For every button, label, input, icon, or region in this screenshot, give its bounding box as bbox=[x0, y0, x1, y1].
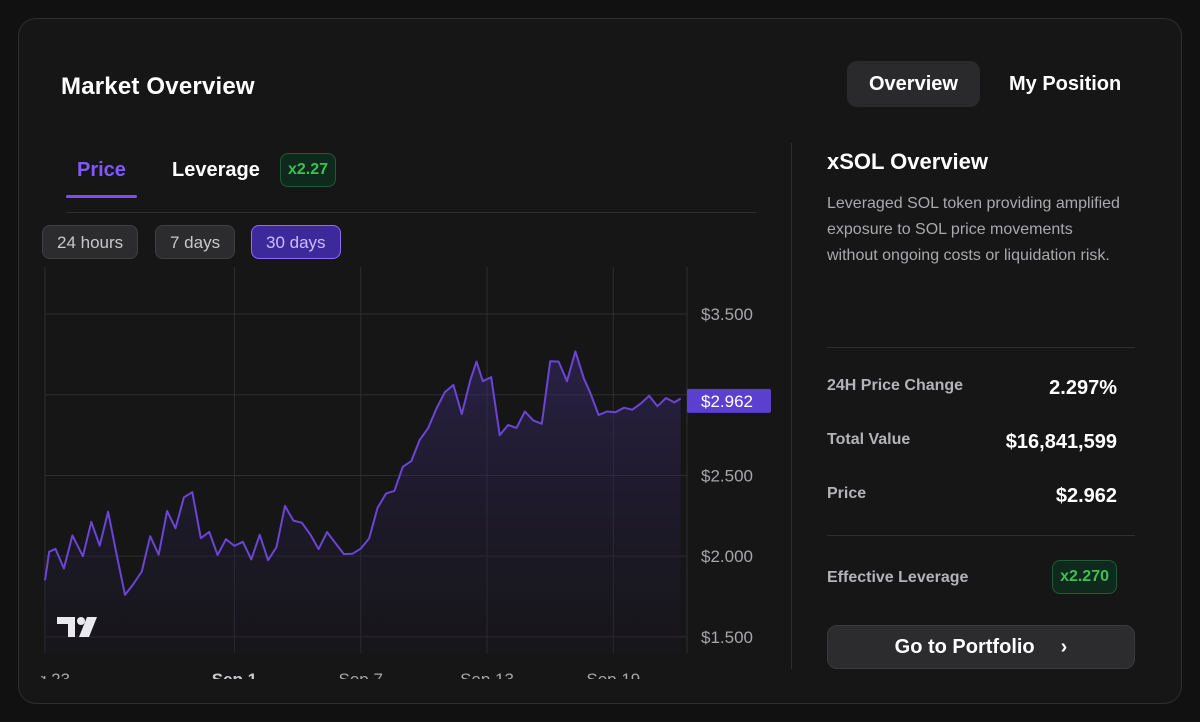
y-tick-label: $3.500 bbox=[701, 305, 753, 324]
effective-leverage-badge: x2.270 bbox=[1052, 560, 1117, 594]
tabs-divider bbox=[66, 212, 756, 213]
price-chart[interactable]: $3.500 $2.500 $2.000 $1.500 $2.962 g 23 Sep 1 S… bbox=[41, 267, 777, 679]
page-title: Market Overview bbox=[61, 73, 255, 100]
current-price-label: $2.962 bbox=[701, 392, 753, 411]
stat-value-total-value: $16,841,599 bbox=[1005, 431, 1117, 453]
overview-description: Leveraged SOL token providing amplified … bbox=[827, 195, 1120, 264]
stat-value-price: $2.962 bbox=[1055, 485, 1117, 507]
active-tab-underline bbox=[66, 195, 137, 198]
leverage-badge: x2.27 bbox=[280, 153, 337, 187]
stat-value-price-change: 2.297% bbox=[1049, 377, 1117, 399]
x-tick-label: g 23 bbox=[41, 670, 70, 679]
tab-overview[interactable]: Overview bbox=[847, 61, 980, 107]
current-price-badge bbox=[687, 388, 771, 413]
range-7-days-button[interactable]: 7 days bbox=[155, 225, 236, 259]
x-tick-label: Sep 19 bbox=[586, 670, 640, 679]
tradingview-logo-icon bbox=[57, 617, 97, 637]
stat-label-price-change: 24H Price Change bbox=[827, 377, 964, 394]
stats-divider-top bbox=[827, 347, 1135, 348]
range-24-hours-button[interactable]: 24 hours bbox=[42, 225, 139, 259]
panel-divider bbox=[791, 143, 792, 669]
subtab-leverage[interactable]: Leverage bbox=[172, 159, 260, 181]
go-to-portfolio-button[interactable]: Go to Portfolio › bbox=[827, 625, 1135, 669]
stats-divider-bottom bbox=[827, 535, 1135, 536]
x-tick-label: Sep 7 bbox=[339, 670, 383, 679]
y-tick-label: $2.500 bbox=[701, 466, 753, 485]
y-tick-label: $1.500 bbox=[701, 628, 753, 647]
price-area bbox=[45, 351, 681, 653]
x-tick-label: Sep 13 bbox=[460, 670, 514, 679]
price-line bbox=[44, 350, 682, 596]
tab-my-position[interactable]: My Position bbox=[1009, 73, 1122, 95]
y-tick-label: $2.000 bbox=[701, 547, 753, 566]
range-30-days-button[interactable]: 30 days bbox=[251, 225, 341, 259]
stat-label-price: Price bbox=[827, 485, 867, 502]
stat-label-total-value: Total Value bbox=[827, 431, 911, 448]
overview-title: xSOL Overview bbox=[827, 149, 989, 174]
go-to-portfolio-label: Go to Portfolio bbox=[894, 636, 1035, 658]
x-tick-label: Sep 1 bbox=[212, 670, 257, 679]
subtab-price[interactable]: Price bbox=[77, 159, 126, 181]
effective-leverage-label: Effective Leverage bbox=[827, 569, 969, 586]
chevron-right-icon: › bbox=[1060, 636, 1068, 658]
market-overview-card: Market Overview Overview My Position Pri… bbox=[18, 18, 1182, 704]
